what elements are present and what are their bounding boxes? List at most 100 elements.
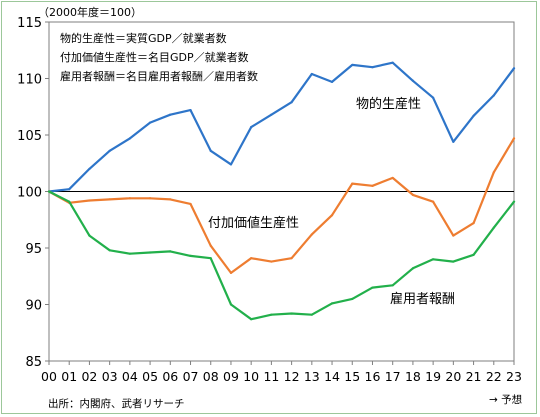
x-tick-label: 15 (344, 369, 360, 384)
data-point-physical-productivity (512, 67, 516, 70)
data-point-value-added-productivity (391, 176, 394, 180)
x-tick-label: 07 (183, 369, 199, 384)
x-tick-label: 17 (385, 369, 401, 384)
data-point-compensation (472, 253, 475, 256)
y-tick-label: 110 (17, 73, 42, 88)
x-tick-label: 14 (324, 369, 340, 384)
data-point-value-added-productivity (411, 193, 415, 196)
data-point-compensation (68, 200, 71, 203)
data-point-physical-productivity (432, 96, 435, 99)
data-point-physical-productivity (310, 72, 313, 76)
series-line-value-added-productivity (47, 137, 516, 274)
data-point-physical-productivity (209, 149, 212, 152)
definition-compensation: 雇用者報酬＝名目雇用者報酬／雇用者数 (60, 69, 258, 83)
series-line-compensation (47, 190, 516, 321)
x-tick-label: 16 (365, 369, 381, 384)
data-point-compensation (209, 257, 212, 260)
data-point-compensation (432, 258, 435, 261)
data-point-physical-productivity (189, 109, 192, 112)
data-point-value-added-productivity (310, 233, 313, 236)
x-tick-label: 21 (466, 369, 482, 384)
data-point-value-added-productivity (189, 202, 192, 206)
x-tick-label: 08 (203, 369, 219, 384)
data-point-physical-productivity (452, 140, 455, 143)
data-point-compensation (411, 267, 415, 270)
data-point-value-added-productivity (148, 197, 152, 200)
data-point-compensation (47, 190, 51, 193)
data-point-physical-productivity (290, 101, 293, 104)
x-tick-label: 00 (41, 369, 57, 384)
x-tick-label: 23 (506, 369, 522, 384)
y-tick-label: 115 (17, 16, 42, 31)
data-point-compensation (351, 297, 354, 300)
forecast-note: → 予想 (489, 393, 522, 406)
data-point-compensation (169, 250, 172, 253)
x-tick-label: 02 (81, 369, 97, 384)
series-label-physical-productivity: 物的生産性 (356, 96, 421, 112)
data-point-physical-productivity (148, 121, 152, 124)
x-tick-label: 18 (405, 369, 421, 384)
y-tick-label: 85 (25, 355, 42, 370)
data-point-compensation (229, 303, 233, 306)
data-point-physical-productivity (492, 94, 495, 97)
x-tick-label: 03 (102, 369, 118, 384)
data-point-compensation (310, 313, 313, 316)
data-point-compensation (189, 254, 192, 258)
data-point-compensation (452, 260, 455, 263)
data-point-value-added-productivity (229, 271, 233, 274)
x-tick-label: 05 (142, 369, 158, 384)
data-point-compensation (148, 251, 152, 254)
data-point-physical-productivity (169, 113, 172, 116)
data-point-value-added-productivity (351, 182, 354, 185)
y-tick-label: 100 (17, 186, 42, 201)
y-tick-label: 90 (25, 299, 42, 314)
data-point-value-added-productivity (371, 184, 374, 187)
chart-labels: （2000年度＝100） 物的生産性＝実質GDP／就業者数 付加価値生産性＝名目… (38, 5, 522, 410)
y-tick-label: 95 (25, 242, 42, 257)
unit-label: （2000年度＝100） (38, 5, 142, 19)
data-point-compensation (128, 252, 131, 255)
x-tick-label: 09 (223, 369, 239, 384)
data-point-physical-productivity (250, 125, 253, 129)
data-point-value-added-productivity (452, 234, 455, 237)
data-point-compensation (492, 226, 495, 229)
data-point-physical-productivity (128, 137, 131, 140)
data-point-value-added-productivity (472, 222, 475, 225)
data-point-physical-productivity (229, 163, 233, 166)
data-point-value-added-productivity (290, 257, 293, 260)
x-tick-label: 11 (263, 369, 279, 384)
x-tick-label: 10 (243, 369, 259, 384)
data-point-physical-productivity (88, 167, 91, 170)
data-point-value-added-productivity (492, 171, 495, 174)
data-point-value-added-productivity (512, 137, 516, 140)
data-point-compensation (391, 284, 394, 287)
definition-value-added-productivity: 付加価値生産性＝名目GDP／就業者数 (60, 50, 249, 64)
data-point-value-added-productivity (432, 200, 435, 203)
data-point-physical-productivity (472, 114, 475, 117)
data-point-compensation (88, 234, 91, 237)
data-point-compensation (270, 313, 273, 316)
source-note: 出所：内閣府、武者リサーチ (48, 397, 185, 410)
data-point-value-added-productivity (169, 198, 172, 201)
x-tick-label: 19 (425, 369, 441, 384)
data-point-value-added-productivity (108, 198, 111, 201)
data-point-physical-productivity (330, 80, 334, 83)
x-tick-label: 01 (61, 369, 77, 384)
data-point-physical-productivity (371, 66, 374, 69)
series-lines (47, 61, 516, 321)
series-label-value-added-productivity: 付加価値生産性 (208, 215, 299, 231)
data-point-value-added-productivity (330, 214, 334, 217)
y-tick-label: 105 (17, 129, 42, 144)
data-point-compensation (371, 286, 374, 289)
data-point-compensation (512, 200, 516, 203)
series-line-physical-productivity (47, 61, 516, 193)
x-tick-label: 12 (284, 369, 300, 384)
x-tick-label: 22 (486, 369, 502, 384)
data-point-compensation (290, 312, 293, 315)
series-label-compensation: 雇用者報酬 (390, 291, 455, 307)
x-tick-label: 13 (304, 369, 320, 384)
data-point-physical-productivity (68, 188, 71, 191)
data-point-compensation (108, 249, 111, 252)
